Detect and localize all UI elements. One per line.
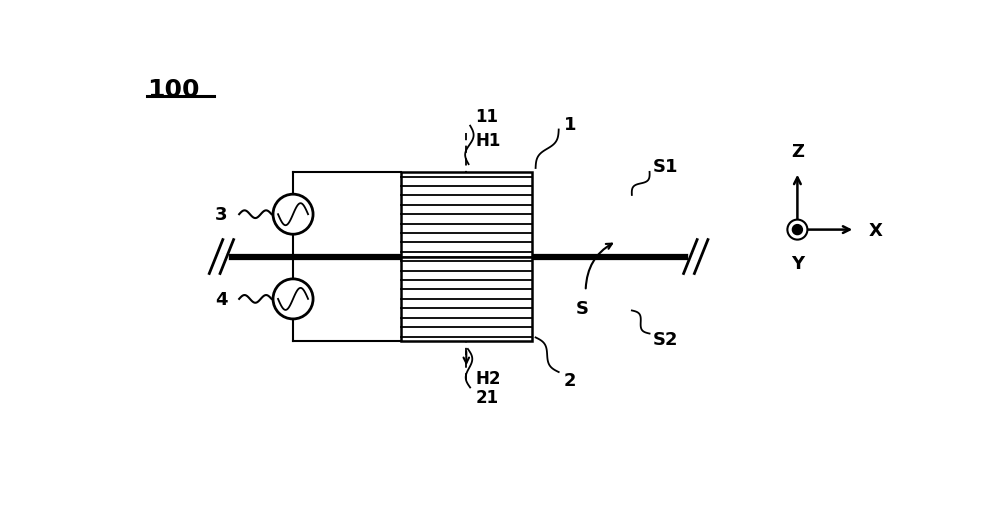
- Text: Y: Y: [791, 254, 804, 273]
- Circle shape: [792, 225, 802, 235]
- Bar: [401, 257, 532, 342]
- Text: 21: 21: [476, 388, 499, 406]
- Text: H2: H2: [476, 370, 501, 387]
- Text: S1: S1: [653, 158, 678, 176]
- Circle shape: [793, 226, 802, 234]
- Text: S2: S2: [653, 330, 678, 348]
- Text: 2: 2: [564, 371, 577, 389]
- Circle shape: [273, 195, 313, 235]
- Text: 3: 3: [215, 206, 228, 224]
- Text: S: S: [575, 299, 588, 317]
- Text: 1: 1: [564, 116, 577, 134]
- Text: Z: Z: [791, 143, 804, 161]
- Bar: [401, 173, 532, 257]
- Text: 4: 4: [215, 290, 228, 308]
- Text: X: X: [868, 221, 882, 239]
- Text: 100: 100: [147, 78, 199, 102]
- Text: H1: H1: [476, 131, 501, 149]
- Circle shape: [273, 279, 313, 319]
- Text: 11: 11: [476, 108, 499, 126]
- Circle shape: [787, 220, 807, 240]
